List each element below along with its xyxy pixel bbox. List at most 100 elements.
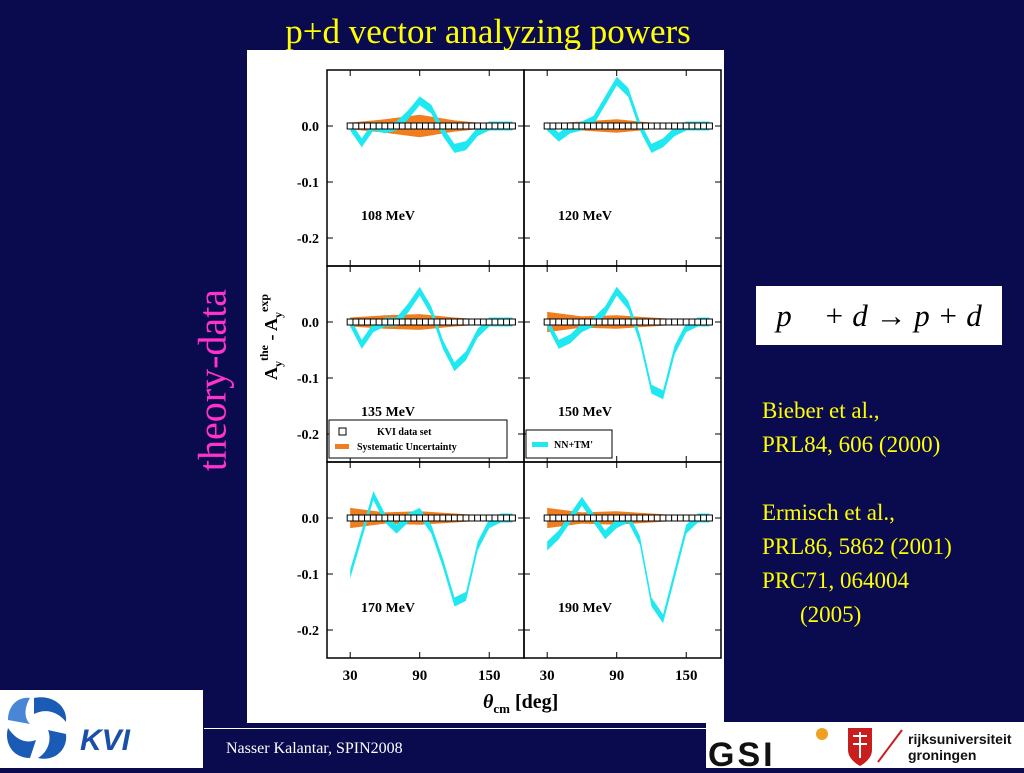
data-point xyxy=(566,514,574,522)
data-point xyxy=(619,122,626,130)
data-point xyxy=(613,318,621,326)
x-tick-label: 30 xyxy=(343,668,358,684)
data-point xyxy=(682,122,690,130)
data-point xyxy=(665,318,673,326)
data-point xyxy=(462,122,470,130)
data-point xyxy=(491,318,499,326)
data-point xyxy=(369,122,377,130)
data-point xyxy=(688,514,696,522)
x-tick-label: 150 xyxy=(478,668,501,684)
data-point xyxy=(694,122,702,130)
data-point xyxy=(619,514,626,522)
reference-line: Bieber et al., xyxy=(762,398,880,423)
kvi-swirl-icon xyxy=(6,697,67,759)
data-point xyxy=(642,514,650,522)
data-point xyxy=(671,514,679,522)
x-tick-label: 90 xyxy=(609,668,624,684)
data-point xyxy=(700,514,708,522)
data-point xyxy=(364,122,372,130)
data-point xyxy=(393,318,401,326)
data-point xyxy=(474,514,482,522)
data-point xyxy=(601,318,609,326)
data-point xyxy=(578,318,586,326)
data-point xyxy=(422,122,429,130)
theory-band xyxy=(547,496,710,624)
energy-label: 108 MeV xyxy=(361,209,415,224)
data-point xyxy=(508,514,516,522)
data-point xyxy=(462,514,470,522)
data-point xyxy=(549,318,557,326)
data-point xyxy=(694,514,702,522)
data-point xyxy=(352,318,360,326)
data-point xyxy=(375,318,383,326)
energy-label: 120 MeV xyxy=(558,209,612,224)
data-point xyxy=(595,122,603,130)
data-point xyxy=(613,122,621,130)
data-point xyxy=(613,514,621,522)
legend-theory-label: NN+TM' xyxy=(554,440,593,451)
data-point xyxy=(590,122,598,130)
data-point xyxy=(369,318,377,326)
data-point xyxy=(653,122,661,130)
axes-layer: KVI data set Systematic Uncertainty NN+TM' xyxy=(326,69,722,659)
energy-label: 190 MeV xyxy=(558,601,612,616)
data-point xyxy=(607,122,615,130)
ylabel-a1: A xyxy=(261,367,281,380)
data-point xyxy=(427,514,435,522)
data-point xyxy=(387,122,395,130)
data-point xyxy=(445,514,453,522)
data-point xyxy=(433,122,441,130)
data-point xyxy=(555,318,563,326)
data-point xyxy=(682,514,690,522)
kvi-logo-svg: KVI xyxy=(6,697,131,759)
y-tick-label: -0.1 xyxy=(297,372,319,387)
data-point xyxy=(590,514,598,522)
data-point xyxy=(497,318,505,326)
data-point xyxy=(422,318,429,326)
theory-band xyxy=(350,96,513,153)
data-point xyxy=(346,122,354,130)
reference-line: PRL84, 606 (2000) xyxy=(762,432,941,457)
theory-band xyxy=(547,286,710,400)
data-point xyxy=(346,318,354,326)
energy-panel: 108 MeV xyxy=(346,96,516,224)
data-point xyxy=(404,122,412,130)
data-point xyxy=(439,514,447,522)
data-point xyxy=(381,318,389,326)
panel-frame xyxy=(326,461,525,659)
data-point xyxy=(456,514,464,522)
rug-logo-line1: rijksuniversiteit xyxy=(908,731,1012,747)
data-point xyxy=(491,514,499,522)
data-point xyxy=(630,318,638,326)
data-point xyxy=(700,122,708,130)
data-point xyxy=(456,318,464,326)
labels-layer: Aythe - Ayexp θcm [deg] 0.0-0.1-0.20.0-0… xyxy=(257,120,697,716)
kvi-logo-text: KVI xyxy=(80,724,131,757)
data-point xyxy=(497,514,505,522)
gsi-dot-icon xyxy=(816,728,828,740)
data-point xyxy=(584,122,592,130)
references: Bieber et al., PRL84, 606 (2000) Ermisch… xyxy=(762,394,1024,632)
data-point xyxy=(416,318,424,326)
y-tick-label: 0.0 xyxy=(302,512,320,527)
data-point xyxy=(659,318,667,326)
legend-systematic-label: Systematic Uncertainty xyxy=(357,442,457,453)
data-point xyxy=(543,514,551,522)
data-point xyxy=(352,514,360,522)
plot-svg: KVI data set Systematic Uncertainty NN+TM'… xyxy=(257,69,722,716)
legend-data-label: KVI data set xyxy=(377,427,432,438)
data-point xyxy=(561,514,569,522)
data-point xyxy=(497,122,505,130)
partner-logos-svg: GSI rijksuniversiteit groningen xyxy=(708,728,1012,773)
data-point xyxy=(566,318,574,326)
y-tick-label: 0.0 xyxy=(302,316,320,331)
data-point xyxy=(694,318,702,326)
energy-label: 150 MeV xyxy=(558,405,612,420)
data-point xyxy=(433,318,441,326)
data-point xyxy=(584,514,592,522)
data-point xyxy=(595,514,603,522)
x-tick-label: 150 xyxy=(675,668,698,684)
legend-data-icon xyxy=(338,427,347,436)
data-point xyxy=(485,318,493,326)
data-point xyxy=(630,122,638,130)
